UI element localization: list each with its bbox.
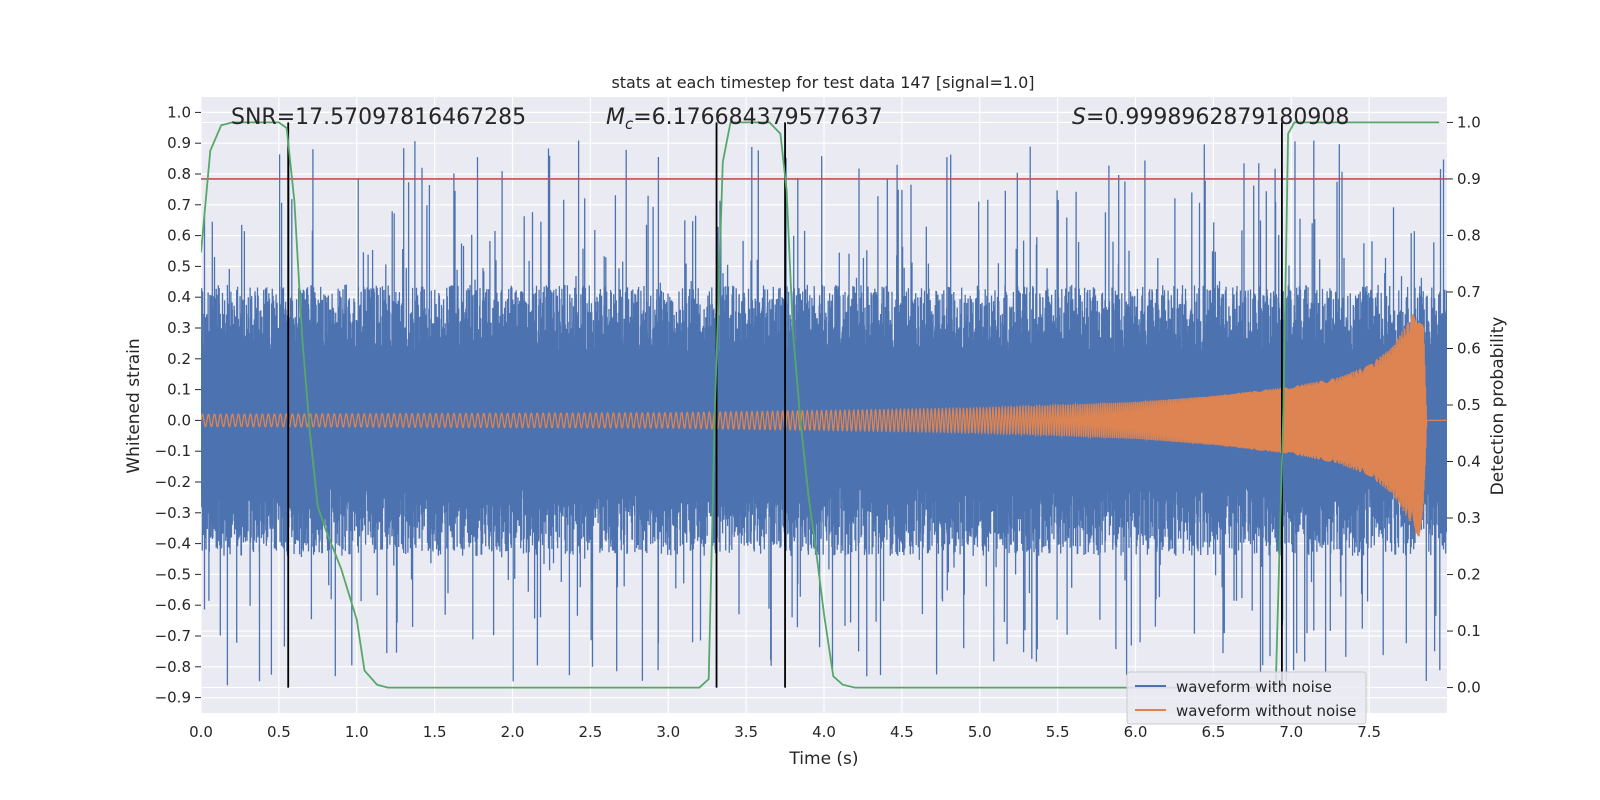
y2-tick-label: 0.2 xyxy=(1457,566,1481,584)
y-tick-label: −0.5 xyxy=(155,565,191,583)
y2-tick-label: 0.6 xyxy=(1457,339,1481,357)
legend-label-noise: waveform with noise xyxy=(1176,678,1332,696)
legend-box xyxy=(1126,671,1367,725)
x-tick-label: 3.0 xyxy=(656,723,680,741)
y-tick-label: −0.1 xyxy=(155,442,191,460)
chart-title: stats at each timestep for test data 147… xyxy=(611,73,1034,92)
x-axis-label: Time (s) xyxy=(788,749,858,769)
y-tick-label: 0.2 xyxy=(167,350,191,368)
x-axis-ticks: 0.0 0.5 1.0 1.5 2.0 2.5 3.0 3.5 4.0 4.5 5.0 5.5 6.0 6… xyxy=(189,723,1381,741)
y2-axis-label: Detection probability xyxy=(1488,317,1508,496)
y-tick-label: 0.4 xyxy=(167,288,191,306)
x-tick-label: 5.5 xyxy=(1046,723,1070,741)
x-tick-label: 5.0 xyxy=(968,723,992,741)
x-tick-label: 2.5 xyxy=(578,723,602,741)
y2-tick-label: 0.0 xyxy=(1457,679,1481,697)
y2-tick-label: 0.7 xyxy=(1457,283,1481,301)
y-axis-label: Whitened strain xyxy=(124,338,144,473)
chirp-mass-annotation: Mc=6.176684379577637 xyxy=(606,105,883,133)
overlay-lines xyxy=(201,122,1447,688)
y2-tick-label: 0.3 xyxy=(1457,509,1481,527)
x-tick-label: 6.5 xyxy=(1201,723,1225,741)
y-tick-label: 1.0 xyxy=(167,103,191,121)
series-detection-probability xyxy=(201,121,1440,689)
y2-tick-label: 0.5 xyxy=(1457,396,1481,414)
y-tick-label: −0.4 xyxy=(155,535,191,553)
y2-tick-label: 0.1 xyxy=(1457,622,1481,640)
y-axis-ticks: 1.0 0.9 0.8 0.7 0.6 0.5 0.4 0.3 0.2 0.1 0.0 −0.1 −0.… xyxy=(155,103,201,707)
x-tick-label: 2.0 xyxy=(501,723,525,741)
y-tick-label: 0.3 xyxy=(167,319,191,337)
x-tick-label: 1.0 xyxy=(345,723,369,741)
y-tick-label: 0.1 xyxy=(167,381,191,399)
series-waveform-without-noise xyxy=(201,314,1447,537)
y2-tick-label: 0.4 xyxy=(1457,453,1481,471)
legend-label-clean: waveform without noise xyxy=(1176,702,1356,720)
x-tick-label: 1.5 xyxy=(423,723,447,741)
x-tick-label: 4.0 xyxy=(812,723,836,741)
y-tick-label: −0.2 xyxy=(155,473,191,491)
y2-tick-label: 0.8 xyxy=(1457,226,1481,244)
y-tick-label: 0.7 xyxy=(167,196,191,214)
x-tick-label: 7.0 xyxy=(1279,723,1303,741)
legend: waveform with noise waveform without noi… xyxy=(1126,671,1367,725)
y-tick-label: −0.8 xyxy=(155,658,191,676)
x-tick-label: 0.5 xyxy=(267,723,291,741)
y2-axis-ticks: 1.0 0.9 0.8 0.7 0.6 0.5 0.4 0.3 0.2 0.1 0.0 xyxy=(1447,113,1481,697)
clean-trace xyxy=(201,314,1447,537)
x-tick-label: 0.0 xyxy=(189,723,213,741)
y-tick-label: −0.9 xyxy=(155,689,191,707)
y-tick-label: 0.9 xyxy=(167,134,191,152)
probability-trace xyxy=(201,121,1440,689)
y-tick-label: −0.3 xyxy=(155,504,191,522)
y-tick-label: 0.6 xyxy=(167,227,191,245)
snr-annotation: SNR=17.57097816467285 xyxy=(231,105,526,130)
y-tick-label: −0.7 xyxy=(155,627,191,645)
y-tick-label: 0.8 xyxy=(167,165,191,183)
x-tick-label: 6.0 xyxy=(1124,723,1148,741)
y2-tick-label: 0.9 xyxy=(1457,170,1481,188)
score-annotation: S=0.9998962879180908 xyxy=(1072,105,1349,130)
x-tick-label: 3.5 xyxy=(734,723,758,741)
y-tick-label: 0.5 xyxy=(167,257,191,275)
y-tick-label: −0.6 xyxy=(155,596,191,614)
x-tick-label: 4.5 xyxy=(890,723,914,741)
y2-tick-label: 1.0 xyxy=(1457,113,1481,131)
y-tick-label: 0.0 xyxy=(167,411,191,429)
x-tick-label: 7.5 xyxy=(1357,723,1381,741)
